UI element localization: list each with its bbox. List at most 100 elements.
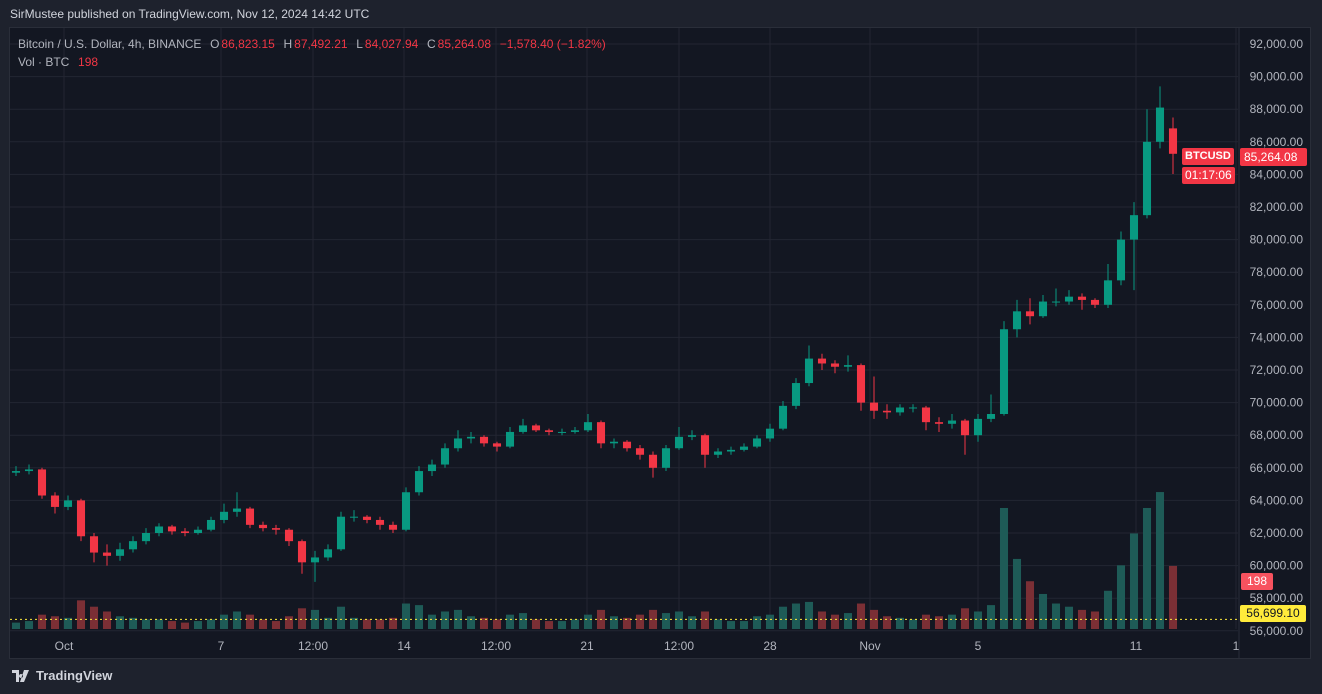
volume-label: Vol · BTC: [18, 55, 70, 69]
candle-body: [661, 448, 671, 468]
volume-bar: [1142, 507, 1152, 629]
candle-body: [1155, 107, 1165, 142]
volume-bar: [440, 611, 450, 629]
price-tick-label: 90,000.00: [1250, 70, 1304, 84]
high-value: 87,492.21: [294, 37, 348, 51]
candle-body: [700, 435, 710, 455]
volume-bar: [154, 619, 164, 629]
candle-body: [895, 407, 905, 413]
time-tick-label: 5: [975, 639, 982, 653]
volume-bar: [284, 616, 294, 629]
volume-bar: [674, 611, 684, 629]
volume-bar: [817, 611, 827, 629]
candle-body: [349, 516, 359, 518]
volume-bar: [557, 621, 567, 629]
volume-bar: [76, 600, 86, 629]
volume-bar: [245, 614, 255, 629]
candle-body: [635, 448, 645, 455]
time-tick-label: 12:00: [298, 639, 328, 653]
volume-bar: [895, 617, 905, 629]
tradingview-logo[interactable]: TradingView: [12, 668, 112, 683]
close-value: 85,264.08: [437, 37, 492, 51]
volume-bar: [622, 617, 632, 629]
price-chart[interactable]: 92,000.00 90,000.00 88,000.00 86,000.00 84,0…: [10, 28, 1310, 658]
price-tick-label: 56,000.00: [1250, 624, 1304, 638]
time-tick-label: 11: [1130, 639, 1143, 653]
candle-body: [258, 524, 268, 529]
candle-body: [960, 420, 970, 436]
candle-body: [713, 451, 723, 455]
candle-body: [427, 464, 437, 472]
volume-bar: [908, 619, 918, 629]
volume-bar: [648, 609, 658, 629]
candle-body: [1038, 301, 1048, 317]
candle-body: [557, 431, 567, 433]
brand-name: TradingView: [36, 668, 113, 683]
volume-bar: [1090, 611, 1100, 629]
volume-bar: [531, 619, 541, 629]
price-tick-label: 62,000.00: [1250, 526, 1304, 540]
candle-body: [414, 471, 424, 493]
candle-body: [89, 536, 99, 553]
candle-body: [804, 358, 814, 384]
price-tick-label: 74,000.00: [1250, 330, 1304, 344]
volume-bar: [1012, 558, 1022, 629]
ohlc-row: Bitcoin / U.S. Dollar, 4h, BINANCE O 86,8…: [18, 35, 608, 53]
volume-bar: [778, 606, 788, 629]
candle-body: [1129, 215, 1139, 240]
candle-body: [284, 529, 294, 542]
volume-bar: [349, 617, 359, 629]
volume-bar: [518, 613, 528, 629]
volume-bar: [713, 619, 723, 629]
volume-bar: [37, 614, 47, 629]
candle-body: [570, 430, 580, 432]
candle-body: [843, 365, 853, 367]
volume-bar: [1129, 533, 1139, 629]
volume-bar: [830, 614, 840, 629]
time-tick-label: 7: [218, 639, 225, 653]
candle-body: [908, 407, 918, 409]
last-price: 85,264.08: [1244, 150, 1298, 164]
volume-bar: [609, 616, 619, 629]
candle-body: [388, 524, 398, 530]
candle-body: [726, 449, 736, 452]
candle-body: [622, 441, 632, 449]
time-tick-label: 12:00: [664, 639, 694, 653]
volume-bar: [115, 616, 125, 629]
volume-bar: [1103, 590, 1113, 629]
chart-panel[interactable]: 92,000.00 90,000.00 88,000.00 86,000.00 84,0…: [9, 27, 1311, 659]
high-label: H: [283, 37, 293, 51]
low-value: 84,027.94: [364, 37, 419, 51]
volume-bar: [24, 621, 34, 629]
volume-bar: [180, 622, 190, 629]
candle-body: [401, 492, 411, 530]
volume-bar: [1155, 492, 1165, 629]
volume-bar: [466, 616, 476, 629]
candle-body: [232, 508, 242, 512]
candle-body: [1012, 311, 1022, 330]
volume-row: Vol · BTC 198: [18, 53, 608, 71]
volume-bar: [1116, 565, 1126, 629]
volume-bar: [323, 617, 333, 629]
candle-body: [453, 438, 463, 449]
volume-bar: [297, 608, 307, 629]
symbol-description: Bitcoin / U.S. Dollar, 4h, BINANCE: [18, 37, 202, 51]
volume-bar: [804, 601, 814, 629]
candle-body: [1168, 128, 1178, 154]
candle-body: [791, 383, 801, 406]
candle-body: [869, 402, 879, 411]
price-tick-label: 84,000.00: [1250, 167, 1304, 181]
volume-bar: [1064, 606, 1074, 629]
candle-body: [63, 500, 73, 507]
candle-body: [102, 552, 112, 556]
candle-body: [739, 446, 749, 450]
volume-bar: [479, 617, 489, 629]
candle-body: [999, 329, 1009, 415]
candle-body: [440, 448, 450, 465]
candle-body: [765, 428, 775, 439]
volume-bar: [661, 613, 671, 629]
candle-body: [882, 410, 892, 413]
price-tick-label: 80,000.00: [1250, 233, 1304, 247]
volume-bar: [453, 609, 463, 629]
publish-info: SirMustee published on TradingView.com, …: [10, 7, 370, 21]
